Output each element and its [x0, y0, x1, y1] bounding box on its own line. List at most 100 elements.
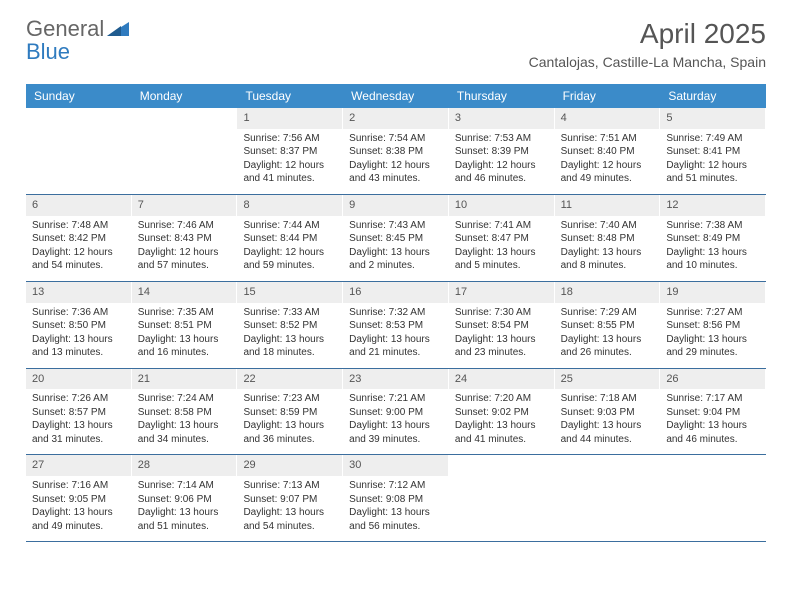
- weekday-header: Friday: [555, 84, 661, 108]
- day-details: Sunrise: 7:27 AMSunset: 8:56 PMDaylight:…: [660, 303, 766, 368]
- day-number: 13: [26, 282, 132, 303]
- day-number: 18: [555, 282, 661, 303]
- logo-text-general: General: [26, 16, 104, 41]
- day-number: 12: [660, 195, 766, 216]
- day-number: 15: [237, 282, 343, 303]
- day-details: Sunrise: 7:46 AMSunset: 8:43 PMDaylight:…: [132, 216, 238, 281]
- day-cell: 3Sunrise: 7:53 AMSunset: 8:39 PMDaylight…: [449, 108, 555, 194]
- weekday-header-row: SundayMondayTuesdayWednesdayThursdayFrid…: [26, 84, 766, 108]
- location: Cantalojas, Castille-La Mancha, Spain: [529, 54, 766, 70]
- calendar-body: 1Sunrise: 7:56 AMSunset: 8:37 PMDaylight…: [26, 108, 766, 542]
- day-number: 28: [132, 455, 238, 476]
- week-row: 27Sunrise: 7:16 AMSunset: 9:05 PMDayligh…: [26, 455, 766, 542]
- day-cell: 25Sunrise: 7:18 AMSunset: 9:03 PMDayligh…: [555, 369, 661, 455]
- day-details: Sunrise: 7:56 AMSunset: 8:37 PMDaylight:…: [237, 129, 343, 194]
- day-number: 14: [132, 282, 238, 303]
- day-details: Sunrise: 7:20 AMSunset: 9:02 PMDaylight:…: [449, 389, 555, 454]
- weekday-header: Tuesday: [237, 84, 343, 108]
- day-cell: 6Sunrise: 7:48 AMSunset: 8:42 PMDaylight…: [26, 195, 132, 281]
- day-details: Sunrise: 7:35 AMSunset: 8:51 PMDaylight:…: [132, 303, 238, 368]
- logo-triangle-icon: [107, 20, 129, 41]
- weekday-header: Wednesday: [343, 84, 449, 108]
- week-row: 1Sunrise: 7:56 AMSunset: 8:37 PMDaylight…: [26, 108, 766, 195]
- day-details: Sunrise: 7:24 AMSunset: 8:58 PMDaylight:…: [132, 389, 238, 454]
- day-cell: 21Sunrise: 7:24 AMSunset: 8:58 PMDayligh…: [132, 369, 238, 455]
- day-cell: 30Sunrise: 7:12 AMSunset: 9:08 PMDayligh…: [343, 455, 449, 541]
- day-details: Sunrise: 7:30 AMSunset: 8:54 PMDaylight:…: [449, 303, 555, 368]
- day-cell: 7Sunrise: 7:46 AMSunset: 8:43 PMDaylight…: [132, 195, 238, 281]
- day-details: Sunrise: 7:49 AMSunset: 8:41 PMDaylight:…: [660, 129, 766, 194]
- day-cell: 20Sunrise: 7:26 AMSunset: 8:57 PMDayligh…: [26, 369, 132, 455]
- day-details: Sunrise: 7:23 AMSunset: 8:59 PMDaylight:…: [237, 389, 343, 454]
- day-details: Sunrise: 7:43 AMSunset: 8:45 PMDaylight:…: [343, 216, 449, 281]
- day-cell: 16Sunrise: 7:32 AMSunset: 8:53 PMDayligh…: [343, 282, 449, 368]
- day-details: Sunrise: 7:17 AMSunset: 9:04 PMDaylight:…: [660, 389, 766, 454]
- day-details: Sunrise: 7:40 AMSunset: 8:48 PMDaylight:…: [555, 216, 661, 281]
- day-number: 10: [449, 195, 555, 216]
- day-cell: 10Sunrise: 7:41 AMSunset: 8:47 PMDayligh…: [449, 195, 555, 281]
- day-cell: [132, 108, 238, 194]
- day-number: 5: [660, 108, 766, 129]
- day-cell: [449, 455, 555, 541]
- day-cell: 23Sunrise: 7:21 AMSunset: 9:00 PMDayligh…: [343, 369, 449, 455]
- day-cell: 24Sunrise: 7:20 AMSunset: 9:02 PMDayligh…: [449, 369, 555, 455]
- day-details: Sunrise: 7:51 AMSunset: 8:40 PMDaylight:…: [555, 129, 661, 194]
- day-cell: 13Sunrise: 7:36 AMSunset: 8:50 PMDayligh…: [26, 282, 132, 368]
- day-cell: 9Sunrise: 7:43 AMSunset: 8:45 PMDaylight…: [343, 195, 449, 281]
- day-details: Sunrise: 7:54 AMSunset: 8:38 PMDaylight:…: [343, 129, 449, 194]
- day-number: 21: [132, 369, 238, 390]
- day-cell: 22Sunrise: 7:23 AMSunset: 8:59 PMDayligh…: [237, 369, 343, 455]
- day-cell: 26Sunrise: 7:17 AMSunset: 9:04 PMDayligh…: [660, 369, 766, 455]
- day-number: 6: [26, 195, 132, 216]
- logo-text-blue: Blue: [26, 39, 70, 64]
- day-details: Sunrise: 7:12 AMSunset: 9:08 PMDaylight:…: [343, 476, 449, 541]
- day-details: Sunrise: 7:44 AMSunset: 8:44 PMDaylight:…: [237, 216, 343, 281]
- day-cell: [660, 455, 766, 541]
- day-cell: 18Sunrise: 7:29 AMSunset: 8:55 PMDayligh…: [555, 282, 661, 368]
- day-details: Sunrise: 7:41 AMSunset: 8:47 PMDaylight:…: [449, 216, 555, 281]
- day-details: Sunrise: 7:36 AMSunset: 8:50 PMDaylight:…: [26, 303, 132, 368]
- day-number: 23: [343, 369, 449, 390]
- day-details: Sunrise: 7:21 AMSunset: 9:00 PMDaylight:…: [343, 389, 449, 454]
- day-details: Sunrise: 7:18 AMSunset: 9:03 PMDaylight:…: [555, 389, 661, 454]
- month-title: April 2025: [529, 18, 766, 50]
- day-number: 4: [555, 108, 661, 129]
- day-cell: 14Sunrise: 7:35 AMSunset: 8:51 PMDayligh…: [132, 282, 238, 368]
- weekday-header: Sunday: [26, 84, 132, 108]
- day-number: 30: [343, 455, 449, 476]
- day-number: 29: [237, 455, 343, 476]
- day-number: 27: [26, 455, 132, 476]
- logo: General Blue: [26, 18, 129, 64]
- week-row: 20Sunrise: 7:26 AMSunset: 8:57 PMDayligh…: [26, 369, 766, 456]
- day-number: 17: [449, 282, 555, 303]
- week-row: 13Sunrise: 7:36 AMSunset: 8:50 PMDayligh…: [26, 282, 766, 369]
- day-cell: 29Sunrise: 7:13 AMSunset: 9:07 PMDayligh…: [237, 455, 343, 541]
- day-number: 7: [132, 195, 238, 216]
- day-cell: 2Sunrise: 7:54 AMSunset: 8:38 PMDaylight…: [343, 108, 449, 194]
- weekday-header: Thursday: [449, 84, 555, 108]
- day-cell: 12Sunrise: 7:38 AMSunset: 8:49 PMDayligh…: [660, 195, 766, 281]
- day-details: Sunrise: 7:33 AMSunset: 8:52 PMDaylight:…: [237, 303, 343, 368]
- day-number: 1: [237, 108, 343, 129]
- day-number: 25: [555, 369, 661, 390]
- day-cell: [555, 455, 661, 541]
- weekday-header: Saturday: [660, 84, 766, 108]
- day-number: 20: [26, 369, 132, 390]
- week-row: 6Sunrise: 7:48 AMSunset: 8:42 PMDaylight…: [26, 195, 766, 282]
- day-details: Sunrise: 7:32 AMSunset: 8:53 PMDaylight:…: [343, 303, 449, 368]
- day-number: 8: [237, 195, 343, 216]
- day-cell: 5Sunrise: 7:49 AMSunset: 8:41 PMDaylight…: [660, 108, 766, 194]
- day-details: Sunrise: 7:13 AMSunset: 9:07 PMDaylight:…: [237, 476, 343, 541]
- day-details: Sunrise: 7:29 AMSunset: 8:55 PMDaylight:…: [555, 303, 661, 368]
- day-details: Sunrise: 7:14 AMSunset: 9:06 PMDaylight:…: [132, 476, 238, 541]
- day-details: Sunrise: 7:38 AMSunset: 8:49 PMDaylight:…: [660, 216, 766, 281]
- day-cell: 17Sunrise: 7:30 AMSunset: 8:54 PMDayligh…: [449, 282, 555, 368]
- calendar: SundayMondayTuesdayWednesdayThursdayFrid…: [26, 84, 766, 542]
- day-cell: 8Sunrise: 7:44 AMSunset: 8:44 PMDaylight…: [237, 195, 343, 281]
- day-number: 3: [449, 108, 555, 129]
- day-cell: 27Sunrise: 7:16 AMSunset: 9:05 PMDayligh…: [26, 455, 132, 541]
- title-block: April 2025 Cantalojas, Castille-La Manch…: [529, 18, 766, 70]
- day-details: Sunrise: 7:48 AMSunset: 8:42 PMDaylight:…: [26, 216, 132, 281]
- day-cell: 19Sunrise: 7:27 AMSunset: 8:56 PMDayligh…: [660, 282, 766, 368]
- day-number: 19: [660, 282, 766, 303]
